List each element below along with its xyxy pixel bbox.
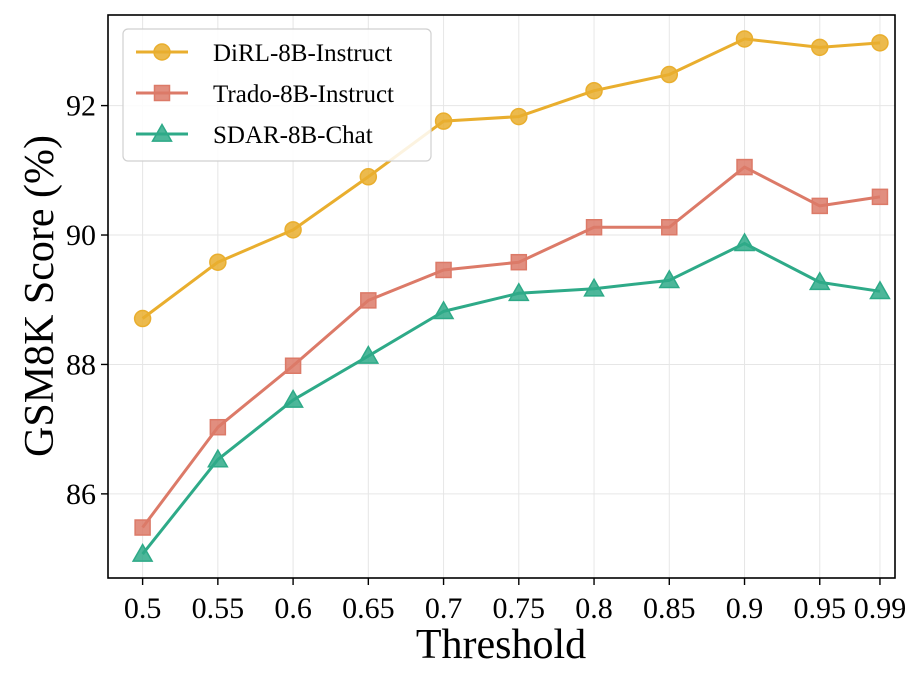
y-tick-label: 90 [66, 219, 96, 252]
x-tick-label: 0.5 [124, 592, 162, 625]
legend-box [122, 28, 432, 162]
legend-label: SDAR-8B-Chat [213, 122, 373, 149]
data-point [869, 280, 891, 300]
data-point [585, 81, 603, 100]
x-tick-label: 0.6 [274, 592, 312, 625]
data-point [432, 300, 455, 320]
data-point [360, 292, 377, 309]
legend-label: Trado-8B-Instruct [213, 81, 394, 108]
legend: DiRL-8B-Instruct Trado-8B-Instruct SDAR-8B… [122, 28, 432, 162]
x-tick-label: 0.85 [643, 592, 696, 625]
data-point [871, 188, 889, 206]
data-point [209, 418, 227, 436]
legend-label: DiRL-8B-Instruct [213, 40, 392, 67]
legend-marker [153, 43, 171, 61]
data-point [359, 168, 378, 186]
data-point [736, 158, 753, 176]
data-point [133, 309, 152, 328]
x-tick-label: 0.55 [192, 592, 245, 625]
ticks: 0.5 0.55 0.6 0.65 0.7 0.75 0.8 0.85 0.9 0.95 0.99 8… [66, 90, 906, 625]
x-tick-label: 0.65 [342, 592, 395, 625]
data-point [661, 219, 678, 236]
data-point [811, 38, 829, 57]
y-tick-label: 86 [66, 478, 96, 511]
data-point [808, 271, 831, 291]
data-point [585, 219, 603, 236]
series-trado-8b-instruct [134, 158, 889, 536]
data-point [508, 282, 530, 302]
series-dirl-8b-instruct [133, 30, 889, 328]
data-point [871, 34, 889, 52]
legend-item: SDAR-8B-Chat [136, 122, 373, 149]
y-axis-title: GSM8K Score (%) [17, 135, 63, 457]
data-point [282, 389, 304, 408]
data-point [811, 197, 829, 215]
series-sdar-8b-chat [131, 232, 891, 562]
data-point [733, 232, 756, 252]
x-tick-label: 0.75 [493, 592, 546, 625]
y-tick-label: 88 [66, 348, 96, 381]
x-tick-label: 0.95 [794, 592, 847, 625]
legend-marker [151, 122, 173, 142]
data-point [284, 221, 302, 239]
data-point [735, 30, 754, 48]
data-point [434, 112, 453, 130]
data-point [510, 253, 528, 271]
data-point [583, 277, 605, 297]
y-tick-label: 92 [66, 90, 96, 123]
series-line [141, 165, 881, 529]
legend-item: DiRL-8B-Instruct [136, 40, 392, 67]
data-point [357, 345, 380, 364]
data-point [284, 357, 302, 374]
plot-frame [107, 14, 896, 579]
data-point [131, 543, 154, 562]
data-point [209, 253, 227, 271]
data-point [435, 261, 452, 279]
x-tick-label: 0.9 [726, 592, 764, 625]
data-point [207, 448, 229, 468]
series-layer [131, 30, 891, 562]
x-axis-title: Threshold [416, 622, 586, 668]
data-point [510, 107, 528, 126]
x-tick-label: 0.99 [854, 592, 907, 625]
legend-item: Trado-8B-Instruct [136, 81, 394, 108]
legend-marker [153, 84, 171, 102]
data-point [134, 519, 151, 536]
x-tick-label: 0.8 [575, 592, 613, 625]
data-point [660, 65, 679, 84]
x-tick-label: 0.7 [425, 592, 463, 625]
data-point [658, 269, 681, 289]
